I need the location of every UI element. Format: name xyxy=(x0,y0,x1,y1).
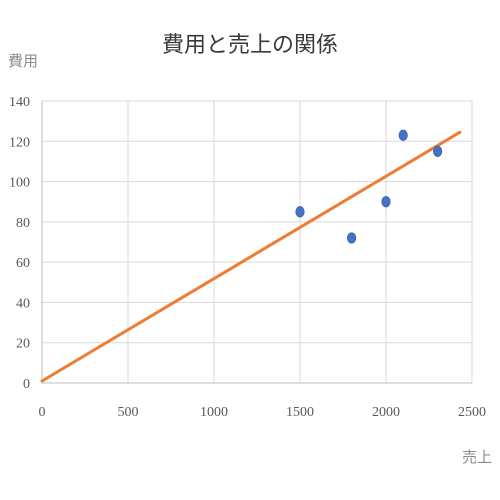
y-tick-140: 140 xyxy=(9,95,30,110)
x-axis-title: 売上 xyxy=(462,448,492,466)
x-tick-500: 500 xyxy=(118,405,139,420)
y-tick-40: 40 xyxy=(16,296,30,311)
data-point-0-2 xyxy=(381,196,391,208)
trendline-layer xyxy=(40,130,462,383)
data-point-0-0 xyxy=(295,206,305,218)
y-tick-20: 20 xyxy=(16,337,30,352)
chart-title: 費用と売上の関係 xyxy=(162,33,338,58)
y-tick-80: 80 xyxy=(16,216,30,231)
data-point-0-3 xyxy=(398,129,408,141)
data-point-0-4 xyxy=(432,145,443,157)
trendline xyxy=(40,130,462,383)
x-tick-2000: 2000 xyxy=(372,405,400,420)
data-points xyxy=(295,129,443,244)
x-tick-0: 0 xyxy=(39,405,46,420)
y-axis-title: 費用 xyxy=(8,52,38,70)
y-tick-120: 120 xyxy=(9,135,30,150)
y-tick-0: 0 xyxy=(23,377,30,392)
x-tick-1000: 1000 xyxy=(200,405,228,420)
x-tick-labels: 0 500 1000 1500 2000 2500 xyxy=(39,405,487,420)
x-tick-1500: 1500 xyxy=(286,405,314,420)
y-tick-labels: 0 20 40 60 80 100 120 140 xyxy=(9,95,30,392)
grid xyxy=(41,100,473,384)
y-tick-60: 60 xyxy=(16,256,30,271)
data-point-0-1 xyxy=(346,232,357,244)
x-tick-2500: 2500 xyxy=(458,405,486,420)
y-tick-100: 100 xyxy=(9,176,30,191)
